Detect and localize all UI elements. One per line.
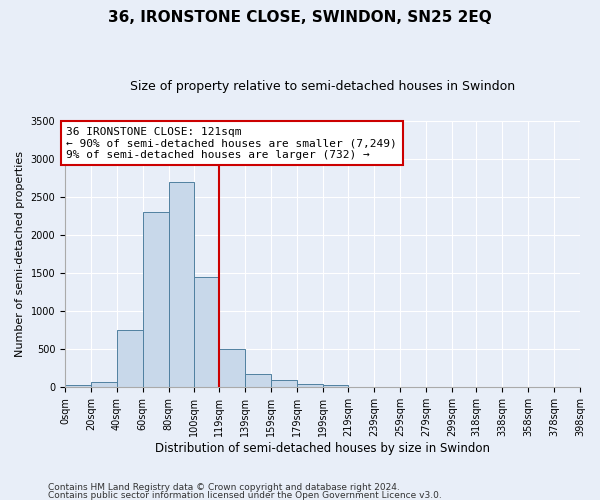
Bar: [219, 349, 245, 388]
Text: Contains public sector information licensed under the Open Government Licence v3: Contains public sector information licen…: [48, 491, 442, 500]
Bar: [194, 277, 219, 388]
Bar: [65, 386, 91, 388]
X-axis label: Distribution of semi-detached houses by size in Swindon: Distribution of semi-detached houses by …: [155, 442, 490, 455]
Bar: [169, 182, 194, 388]
Bar: [245, 374, 271, 388]
Text: Contains HM Land Registry data © Crown copyright and database right 2024.: Contains HM Land Registry data © Crown c…: [48, 484, 400, 492]
Bar: [91, 382, 117, 388]
Bar: [296, 384, 323, 388]
Y-axis label: Number of semi-detached properties: Number of semi-detached properties: [15, 151, 25, 357]
Bar: [143, 212, 169, 388]
Bar: [271, 380, 296, 388]
Text: 36 IRONSTONE CLOSE: 121sqm
← 90% of semi-detached houses are smaller (7,249)
9% : 36 IRONSTONE CLOSE: 121sqm ← 90% of semi…: [67, 126, 397, 160]
Bar: [323, 386, 349, 388]
Bar: [349, 386, 374, 388]
Title: Size of property relative to semi-detached houses in Swindon: Size of property relative to semi-detach…: [130, 80, 515, 93]
Text: 36, IRONSTONE CLOSE, SWINDON, SN25 2EQ: 36, IRONSTONE CLOSE, SWINDON, SN25 2EQ: [108, 10, 492, 25]
Bar: [117, 330, 143, 388]
